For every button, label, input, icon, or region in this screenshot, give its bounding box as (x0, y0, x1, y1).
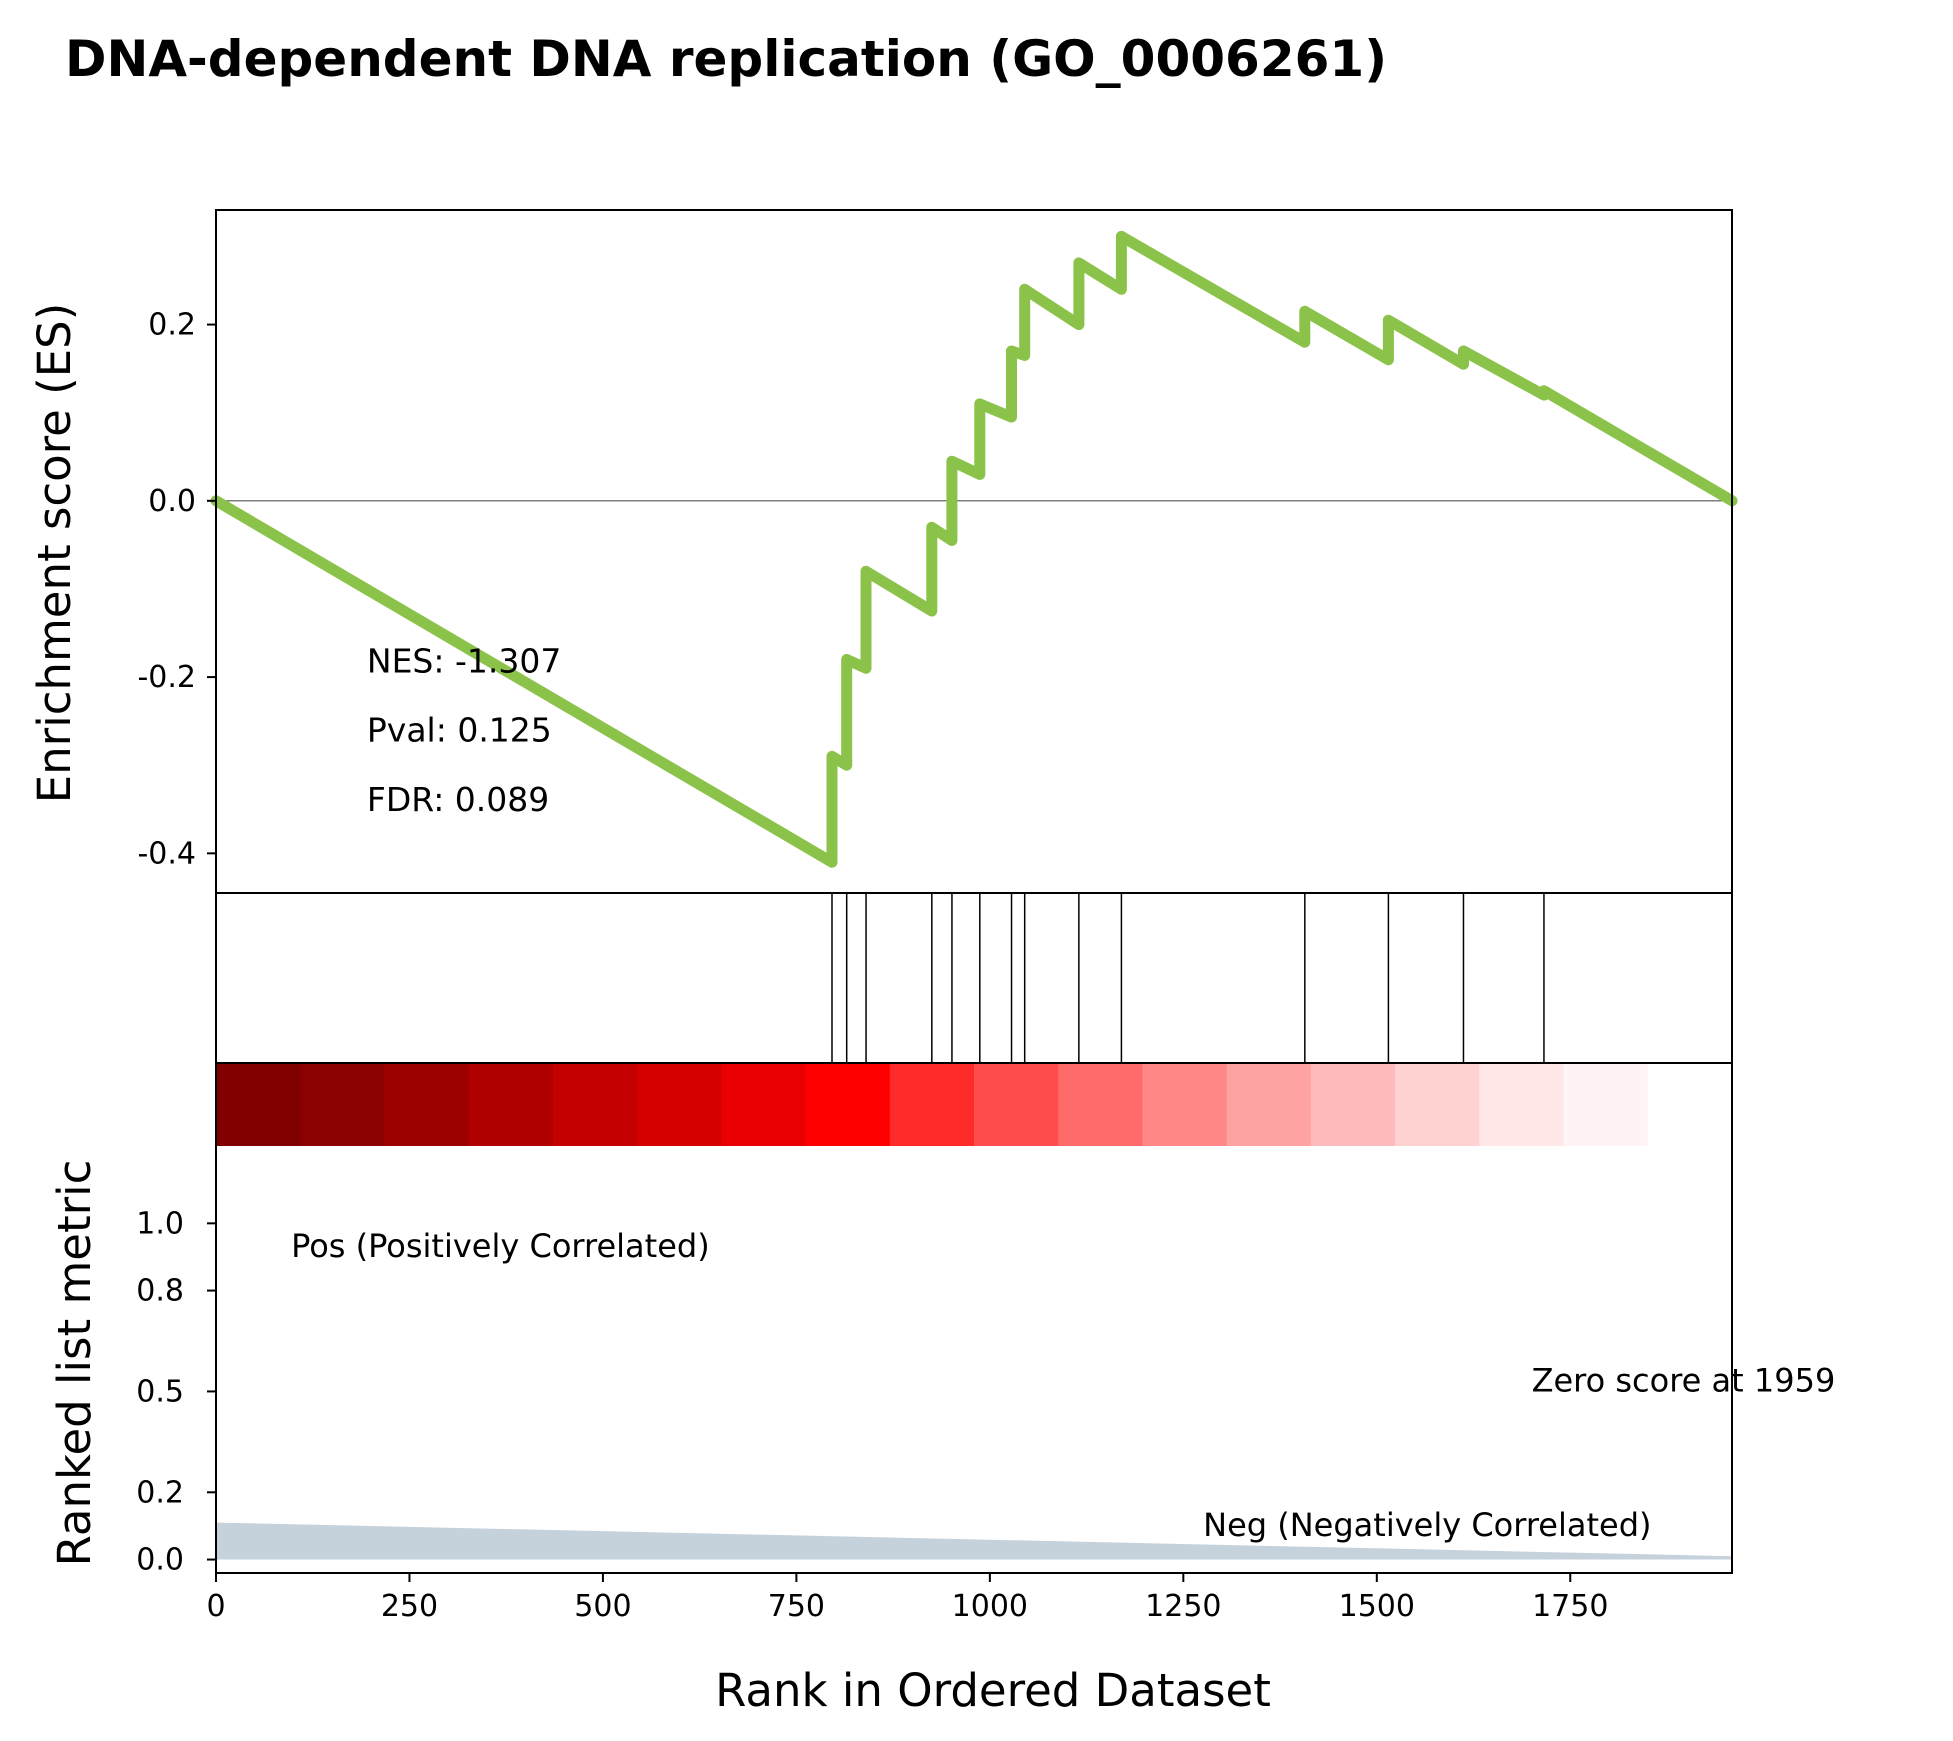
es-panel: 0.2 0.0 -0.2 -0.4 NES: -1.307 Pval: 0.125 FDR:… (137, 209, 1738, 894)
es-y-tick-label: 0.0 (148, 484, 196, 519)
heatmap-segment (1395, 1063, 1481, 1146)
ranked-annotation: Zero score at 1959 (1532, 1361, 1836, 1399)
ranked-y-tick-label: 0.2 (136, 1475, 184, 1510)
heatmap-segment (974, 1063, 1060, 1146)
ranked-y-tick-label: 1.0 (136, 1206, 184, 1241)
es-y-tick-label: -0.4 (137, 836, 196, 871)
heatmap-segment (1563, 1063, 1649, 1146)
heatmap-segment (1647, 1063, 1733, 1146)
heatmap-segment (721, 1063, 807, 1146)
ranked-heatmap-bar (216, 1063, 1733, 1146)
ranked-metric-area (216, 1522, 1732, 1560)
x-tick-label: 1000 (952, 1589, 1028, 1624)
ranked-y-tick-label: 0.0 (136, 1543, 184, 1578)
heatmap-segment (1479, 1063, 1565, 1146)
ranked-y-axis-label: Ranked list metric (48, 1160, 101, 1567)
heatmap-segment (1142, 1063, 1228, 1146)
heatmap-segment (552, 1063, 639, 1146)
heatmap-segment (468, 1063, 554, 1146)
x-tick-label: 750 (768, 1589, 825, 1624)
es-y-tick-label: -0.2 (137, 660, 196, 695)
heatmap-segment (216, 1063, 302, 1146)
ranked-y-tick-label: 0.5 (136, 1374, 184, 1409)
x-axis-label: Rank in Ordered Dataset (715, 1664, 1271, 1717)
heatmap-segment (1226, 1063, 1312, 1146)
x-tick-label: 1500 (1339, 1589, 1415, 1624)
es-y-tick-label: 0.2 (148, 308, 196, 343)
x-axis: 0 250 500 750 1000 1250 1500 1750 (206, 1573, 1608, 1624)
heatmap-segment (1310, 1063, 1397, 1146)
es-annotation: NES: -1.307 (367, 642, 561, 681)
chart-title: DNA-dependent DNA replication (GO_000626… (65, 30, 1387, 88)
heatmap-segment (805, 1063, 891, 1146)
ranked-frame (215, 1062, 1733, 1574)
ranked-annotation: Pos (Positively Correlated) (291, 1227, 710, 1265)
hits-panel (215, 892, 1733, 1064)
x-tick-label: 500 (574, 1589, 631, 1624)
ranked-metric-panel: 0.0 0.2 0.5 0.8 1.0 Pos (Positively Correlate… (136, 1062, 1836, 1578)
heatmap-segment (1058, 1063, 1144, 1146)
ranked-annotation: Neg (Negatively Correlated) (1203, 1506, 1651, 1544)
ranked-y-tick-label: 0.8 (136, 1274, 184, 1309)
x-tick-label: 250 (381, 1589, 438, 1624)
x-tick-label: 1250 (1145, 1589, 1221, 1624)
es-annotation: FDR: 0.089 (367, 780, 549, 819)
heatmap-segment (384, 1063, 470, 1146)
x-tick-label: 1750 (1532, 1589, 1608, 1624)
es-annotation: Pval: 0.125 (367, 710, 552, 749)
heatmap-segment (889, 1063, 975, 1146)
es-curve-0 (210, 230, 1738, 868)
hits-frame (215, 892, 1733, 1064)
x-tick-label: 0 (206, 1589, 225, 1624)
es-y-axis-label: Enrichment score (ES) (28, 303, 81, 804)
heatmap-segment (300, 1063, 386, 1146)
heatmap-segment (637, 1063, 723, 1146)
